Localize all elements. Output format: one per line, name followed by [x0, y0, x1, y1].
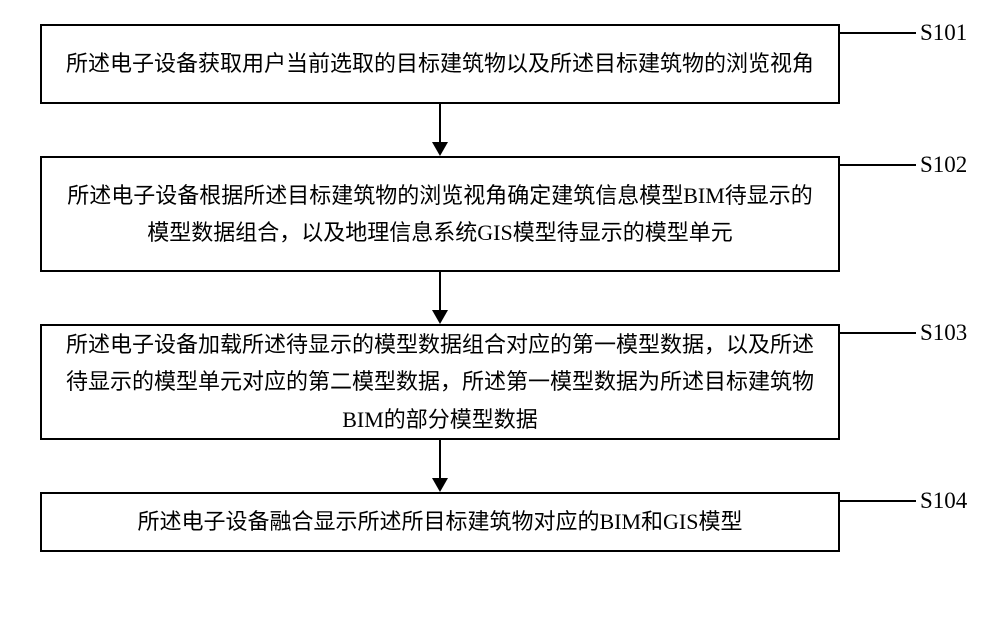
flow-box-s104: 所述电子设备融合显示所述所目标建筑物对应的BIM和GIS模型	[40, 492, 840, 552]
flow-box-s103: 所述电子设备加载所述待显示的模型数据组合对应的第一模型数据，以及所述待显示的模型…	[40, 324, 840, 440]
flow-box-s102: 所述电子设备根据所述目标建筑物的浏览视角确定建筑信息模型BIM待显示的模型数据组…	[40, 156, 840, 272]
label-lead-line	[840, 332, 916, 334]
label-lead-line	[840, 500, 916, 502]
flow-box-s101: 所述电子设备获取用户当前选取的目标建筑物以及所述目标建筑物的浏览视角	[40, 24, 840, 104]
flow-box-text: 所述电子设备融合显示所述所目标建筑物对应的BIM和GIS模型	[137, 503, 742, 540]
flow-step: 所述电子设备融合显示所述所目标建筑物对应的BIM和GIS模型 S104	[40, 492, 960, 552]
flow-arrow	[40, 272, 840, 324]
label-lead-line	[840, 164, 916, 166]
step-label: S104	[920, 488, 967, 514]
flow-box-text: 所述电子设备获取用户当前选取的目标建筑物以及所述目标建筑物的浏览视角	[66, 45, 814, 82]
flow-step: 所述电子设备根据所述目标建筑物的浏览视角确定建筑信息模型BIM待显示的模型数据组…	[40, 156, 960, 272]
step-label: S101	[920, 20, 967, 46]
label-lead-line	[840, 32, 916, 34]
flow-box-text: 所述电子设备根据所述目标建筑物的浏览视角确定建筑信息模型BIM待显示的模型数据组…	[66, 177, 814, 252]
flow-box-text: 所述电子设备加载所述待显示的模型数据组合对应的第一模型数据，以及所述待显示的模型…	[66, 326, 814, 438]
flow-step: 所述电子设备获取用户当前选取的目标建筑物以及所述目标建筑物的浏览视角 S101	[40, 24, 960, 104]
step-label: S103	[920, 320, 967, 346]
step-label: S102	[920, 152, 967, 178]
flowchart-container: 所述电子设备获取用户当前选取的目标建筑物以及所述目标建筑物的浏览视角 S101 …	[40, 24, 960, 552]
flow-arrow	[40, 440, 840, 492]
flow-step: 所述电子设备加载所述待显示的模型数据组合对应的第一模型数据，以及所述待显示的模型…	[40, 324, 960, 440]
flow-arrow	[40, 104, 840, 156]
